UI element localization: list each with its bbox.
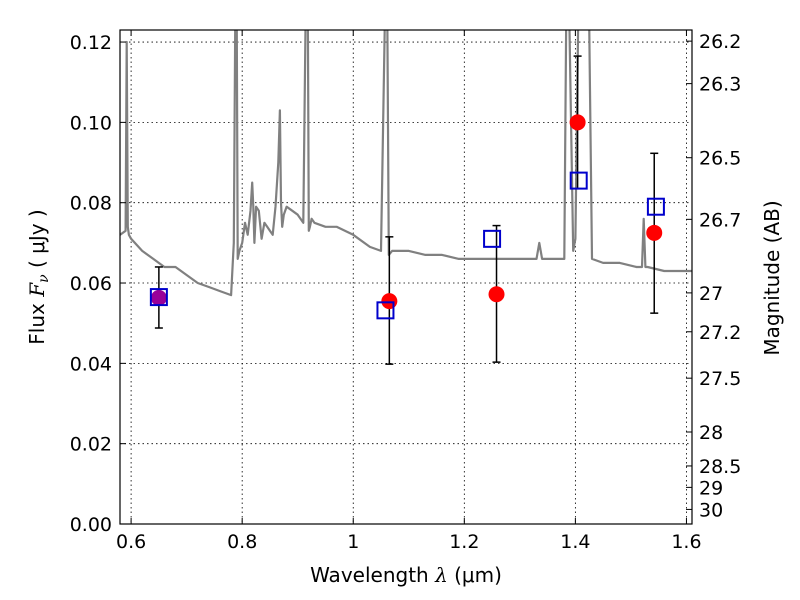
axis-ticks	[120, 30, 692, 525]
x-tick-label: 0.6	[116, 531, 146, 553]
y-tick-label: 0.10	[70, 112, 112, 134]
x-tick-label: 1.2	[449, 531, 479, 553]
mag-tick-label: 27.2	[699, 322, 741, 344]
model-spectrum	[120, 30, 692, 297]
axis-tick-labels: 0.6 0.8 1 1.2 1.4 1.6 0.00 0.02 0.04 0.06 0.08 0.10…	[70, 31, 742, 553]
x-tick-label: 0.8	[227, 531, 257, 553]
observed-point	[488, 286, 505, 303]
mag-tick-label: 26.7	[699, 209, 741, 231]
model-point	[376, 301, 395, 320]
y-tick-label: 0.02	[70, 434, 112, 456]
y-axis-label: Flux Fν ( μJy )	[25, 209, 52, 344]
y-tick-label: 0.04	[70, 353, 112, 375]
model-point	[569, 171, 588, 190]
x-tick-label: 1	[347, 531, 359, 553]
model-point	[149, 288, 168, 307]
x-tick-label: 1.4	[560, 531, 590, 553]
mag-tick-label: 27.5	[699, 368, 741, 390]
y-tick-label: 0.00	[70, 514, 112, 536]
y-tick-label: 0.08	[70, 193, 112, 215]
x-tick-label: 1.6	[671, 531, 701, 553]
y2-axis-label: Magnitude (AB)	[760, 200, 784, 355]
y-tick-label: 0.06	[70, 273, 112, 295]
mag-tick-label: 27	[699, 283, 723, 305]
plot-frame	[119, 29, 693, 525]
mag-tick-label: 26.5	[699, 148, 741, 170]
mag-tick-label: 26.2	[699, 31, 741, 53]
observed-point	[569, 114, 586, 131]
y-tick-label: 0.12	[70, 32, 112, 54]
mag-tick-label: 29	[699, 477, 723, 499]
observed-point	[150, 289, 167, 306]
observed-points	[150, 114, 663, 310]
error-bars	[154, 55, 659, 365]
mag-tick-label: 28.5	[699, 456, 741, 478]
observed-point	[646, 224, 663, 241]
mag-tick-label: 28	[699, 422, 723, 444]
model-points	[149, 171, 665, 320]
model-point	[646, 197, 665, 216]
mag-tick-label: 26.3	[699, 74, 741, 96]
x-axis-label: Wavelength λ (μm)	[310, 563, 502, 587]
model-point	[483, 229, 502, 248]
grid-lines	[120, 30, 692, 525]
model-spectrum-line	[120, 30, 692, 297]
mag-tick-label: 30	[699, 499, 723, 521]
observed-point	[381, 293, 398, 310]
